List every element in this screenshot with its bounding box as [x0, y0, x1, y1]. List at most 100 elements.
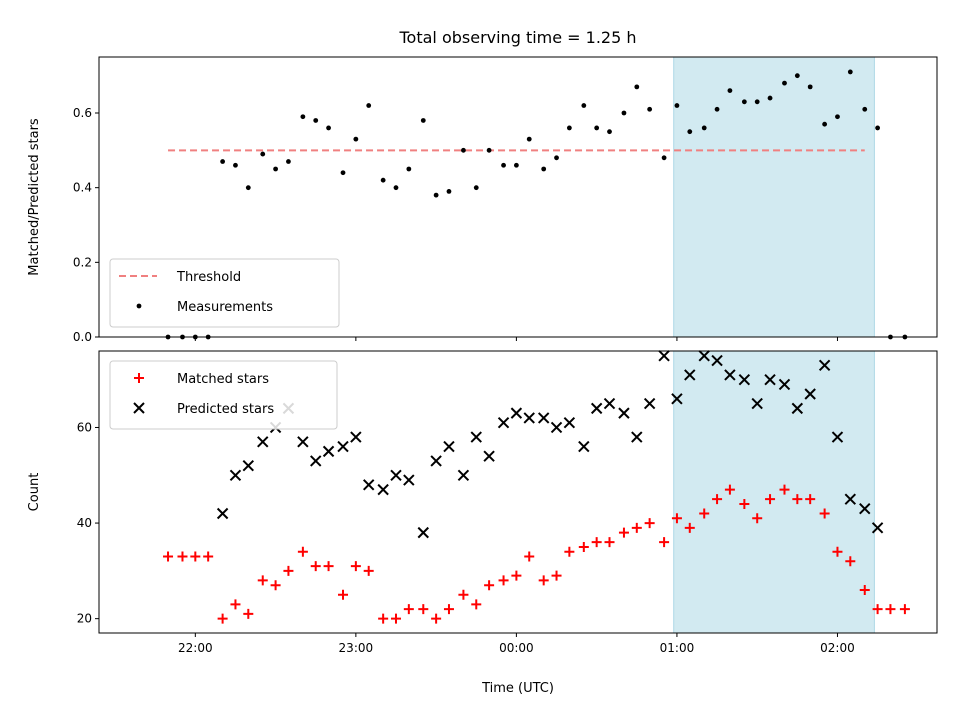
data-point: [366, 103, 372, 108]
data-point: [337, 440, 349, 453]
data-point: [674, 103, 680, 108]
data-point: [590, 402, 603, 415]
data-point: [297, 436, 309, 448]
data-point: [260, 151, 266, 157]
figure-title: Total observing time = 1.25 h: [398, 28, 636, 47]
data-point: [363, 565, 374, 576]
data-point: [430, 455, 442, 467]
y-tick-label: 0.2: [73, 255, 92, 269]
legend-label: Matched stars: [177, 372, 269, 387]
data-point: [217, 613, 228, 624]
data-point: [661, 155, 667, 161]
data-point: [554, 155, 559, 161]
data-point: [778, 378, 791, 391]
data-point: [443, 604, 454, 615]
data-point: [752, 513, 763, 524]
data-point: [501, 162, 506, 168]
series-measurements: [165, 69, 908, 340]
data-point: [791, 402, 804, 415]
y-axis-title: Matched/Predicted stars: [27, 118, 42, 276]
data-point: [767, 95, 773, 101]
data-point: [711, 354, 723, 367]
data-point: [807, 84, 813, 90]
y-axis-title: Count: [27, 473, 42, 512]
data-point: [832, 546, 843, 557]
data-point: [862, 106, 868, 112]
data-point: [822, 121, 828, 127]
data-point: [765, 494, 776, 505]
data-point: [510, 407, 523, 419]
data-point: [859, 584, 870, 595]
data-point: [390, 613, 401, 624]
data-point: [631, 431, 643, 443]
data-point: [844, 493, 857, 505]
observing-window-band: [673, 56, 875, 338]
data-point: [604, 537, 615, 548]
data-point: [310, 455, 322, 467]
data-point: [621, 110, 627, 116]
data-point: [684, 369, 696, 381]
data-point: [446, 189, 452, 194]
data-point: [417, 526, 429, 539]
legend-swatch: [133, 402, 145, 414]
data-point: [526, 136, 532, 142]
data-point: [538, 575, 549, 586]
data-point: [380, 177, 386, 183]
data-point: [203, 551, 214, 562]
data-point: [243, 608, 254, 619]
data-point: [177, 551, 188, 562]
data-point: [216, 507, 229, 520]
data-point: [618, 407, 630, 419]
y-tick-label: 60: [77, 420, 92, 434]
data-point: [283, 565, 294, 576]
data-point: [457, 469, 470, 481]
data-point: [845, 556, 856, 567]
data-point: [190, 551, 201, 562]
data-point: [591, 537, 602, 548]
data-point: [163, 551, 174, 562]
data-point: [805, 494, 816, 505]
data-point: [578, 440, 590, 453]
series-matched-stars: [163, 484, 910, 624]
data-point: [563, 416, 576, 429]
data-point: [859, 503, 871, 515]
y-tick-label: 0.0: [73, 330, 92, 344]
legend-swatch: [134, 373, 144, 383]
data-point: [712, 494, 723, 505]
data-point: [792, 494, 803, 505]
legend-swatch: [136, 303, 142, 309]
x-tick-label: 02:00: [820, 641, 855, 655]
data-point: [377, 483, 389, 496]
data-point: [738, 373, 751, 386]
data-point: [461, 147, 466, 153]
data-point: [523, 412, 535, 424]
data-point: [751, 397, 763, 410]
data-point: [875, 125, 881, 131]
data-point: [245, 185, 251, 191]
data-point: [498, 575, 509, 586]
data-point: [300, 114, 306, 120]
data-point: [393, 185, 399, 191]
legend-box: [109, 360, 338, 430]
data-point: [524, 551, 535, 562]
data-point: [486, 147, 492, 153]
data-point: [220, 159, 226, 164]
data-point: [433, 192, 439, 198]
data-point: [297, 546, 308, 557]
data-point: [741, 99, 747, 105]
y-tick-label: 0.6: [73, 106, 92, 120]
data-point: [443, 440, 455, 453]
legend-label: Threshold: [176, 270, 241, 285]
data-point: [578, 541, 589, 552]
data-point: [618, 527, 629, 538]
data-point: [714, 106, 720, 112]
data-point: [513, 162, 519, 168]
data-point: [782, 80, 787, 86]
data-point: [818, 359, 831, 372]
data-point: [390, 469, 402, 481]
x-tick-label: 01:00: [660, 641, 695, 655]
data-point: [698, 350, 710, 362]
data-point: [313, 118, 319, 123]
count-panel: 20 40 60 22:00 23:00 00:00 01:00 02:00 Count Matc…: [27, 350, 938, 655]
